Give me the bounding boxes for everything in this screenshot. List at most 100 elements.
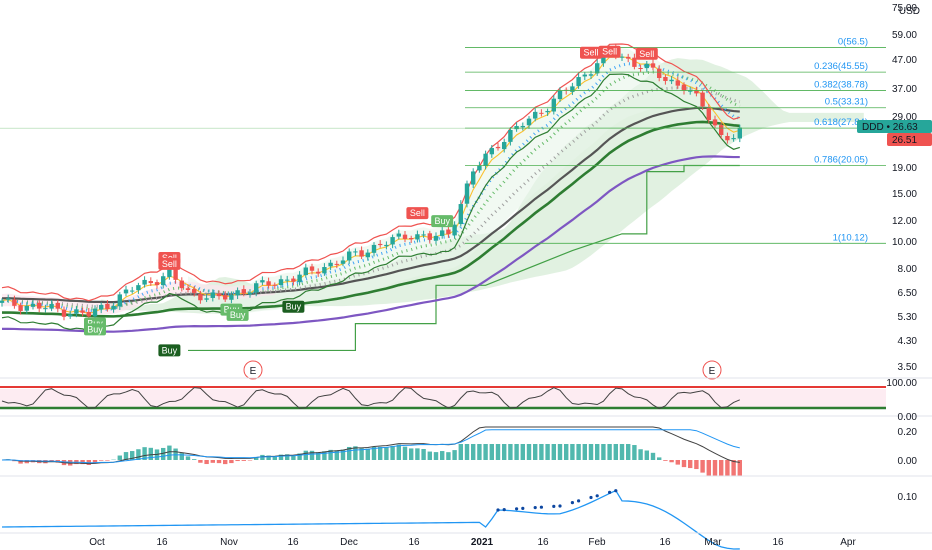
candle-body (700, 92, 705, 107)
candle-body (43, 308, 48, 310)
candle-body (378, 243, 383, 246)
volatility-dot (496, 508, 500, 512)
price-tick-3: 37.00 (892, 84, 917, 95)
candle-body (68, 314, 73, 317)
ma-dotted-blue-line (1, 62, 741, 313)
candle-body (86, 311, 91, 317)
macd-histogram-bar (198, 460, 203, 463)
volatility-dot (515, 507, 519, 511)
macd-histogram-bar (384, 447, 389, 460)
candle-body (489, 148, 494, 155)
candle-body (632, 57, 637, 67)
candle-body (291, 278, 296, 282)
candle-body (80, 310, 85, 313)
macd-histogram-bar (477, 444, 482, 460)
candle-body (309, 266, 315, 271)
ma-purple-line (1, 155, 740, 333)
macd-histogram-bar (210, 460, 215, 463)
macd-histogram-bar (260, 454, 265, 460)
macd-histogram-bar (328, 449, 333, 460)
signal-text-8: Sell (410, 208, 425, 218)
macd-histogram-bar (539, 444, 544, 460)
support-step-line (188, 164, 740, 352)
macd-histogram-bar (483, 444, 488, 460)
candle-body (37, 302, 42, 309)
signal-text-1: Buy (87, 324, 103, 334)
x-tick-3: 16 (287, 537, 299, 548)
volatility-dot (614, 489, 618, 493)
candle-body (192, 289, 197, 293)
candle-body (626, 56, 631, 59)
macd-histogram-bar (675, 460, 680, 465)
macd-histogram-bar (502, 444, 507, 460)
macd-histogram-bar (588, 444, 594, 460)
macd-histogram-bar (396, 444, 401, 460)
macd-histogram-bar (415, 448, 420, 460)
volatility-dot (577, 499, 581, 503)
signal-badge-8 (406, 207, 429, 220)
price-tick-13: 4.30 (898, 336, 918, 347)
candle-body (185, 288, 191, 290)
signal-badge-1 (84, 323, 106, 336)
macd-histogram-bar (99, 460, 104, 461)
secondary-price-badge (887, 133, 932, 146)
macd-histogram-bar (254, 457, 259, 460)
macd-histogram-bar (644, 450, 649, 460)
macd-histogram-bar (303, 450, 308, 460)
macd-histogram-bar (359, 448, 364, 460)
candle-body (731, 138, 736, 140)
price-tick-6: 19.00 (892, 163, 917, 174)
candle-body (570, 86, 575, 92)
macd-histogram-bar (706, 460, 711, 476)
macd-histogram-bar (650, 452, 656, 460)
x-tick-4: Dec (340, 537, 358, 548)
macd-histogram-bar (421, 448, 426, 460)
candle-body (30, 303, 36, 307)
candle-body (644, 63, 649, 69)
volatility-pane (1, 489, 740, 550)
macd-histogram-bar (278, 454, 284, 460)
candle-body (92, 308, 98, 317)
candle-body (179, 280, 184, 289)
price-tick-14: 3.50 (898, 362, 918, 373)
volatility-dot (521, 506, 525, 510)
candle-body (235, 290, 240, 296)
volatility-line (1, 489, 740, 550)
price-pane[interactable]: 0(56.5) 0.236(45.55) 0.382(38.78) 0.5(33.31… (0, 37, 886, 380)
candle-body (650, 63, 656, 68)
candle-body (6, 298, 11, 300)
macd-histogram-bar (489, 444, 494, 460)
price-tick-12: 5.30 (898, 312, 918, 323)
candle-body (433, 235, 439, 241)
price-tick-0: 75.00 (892, 3, 917, 14)
candle-body (142, 279, 147, 285)
signal-badge-9 (431, 215, 454, 228)
ma-gray-line (1, 106, 740, 304)
macd-histogram-bar (495, 444, 501, 460)
price-tick-1: 59.00 (892, 30, 917, 41)
candle-body (266, 281, 271, 286)
x-tick-6: 2021 (471, 537, 494, 548)
macd-histogram-bar (613, 444, 618, 460)
macd-histogram-bar (266, 455, 271, 460)
macd-histogram-bar (229, 460, 234, 464)
macd-histogram-bar (582, 444, 587, 460)
candle-body (446, 229, 451, 235)
macd-histogram-bar (657, 457, 662, 460)
macd-histogram-bar (185, 456, 191, 460)
candle-body (285, 279, 290, 281)
signal-text-10: Sell (583, 48, 598, 58)
volatility-dot (558, 504, 562, 508)
macd-histogram-bar (402, 446, 408, 460)
candle-body (316, 271, 321, 274)
macd-line (1, 426, 740, 465)
fib-label-1: 0.236(45.55) (814, 61, 868, 72)
macd-histogram-bar (92, 460, 98, 463)
candle-body (347, 251, 352, 261)
last-price-badge (857, 120, 932, 133)
candle-body (514, 126, 519, 130)
volatility-dot (502, 508, 506, 512)
macd-histogram-bar (694, 460, 699, 470)
candle-body (477, 165, 482, 171)
